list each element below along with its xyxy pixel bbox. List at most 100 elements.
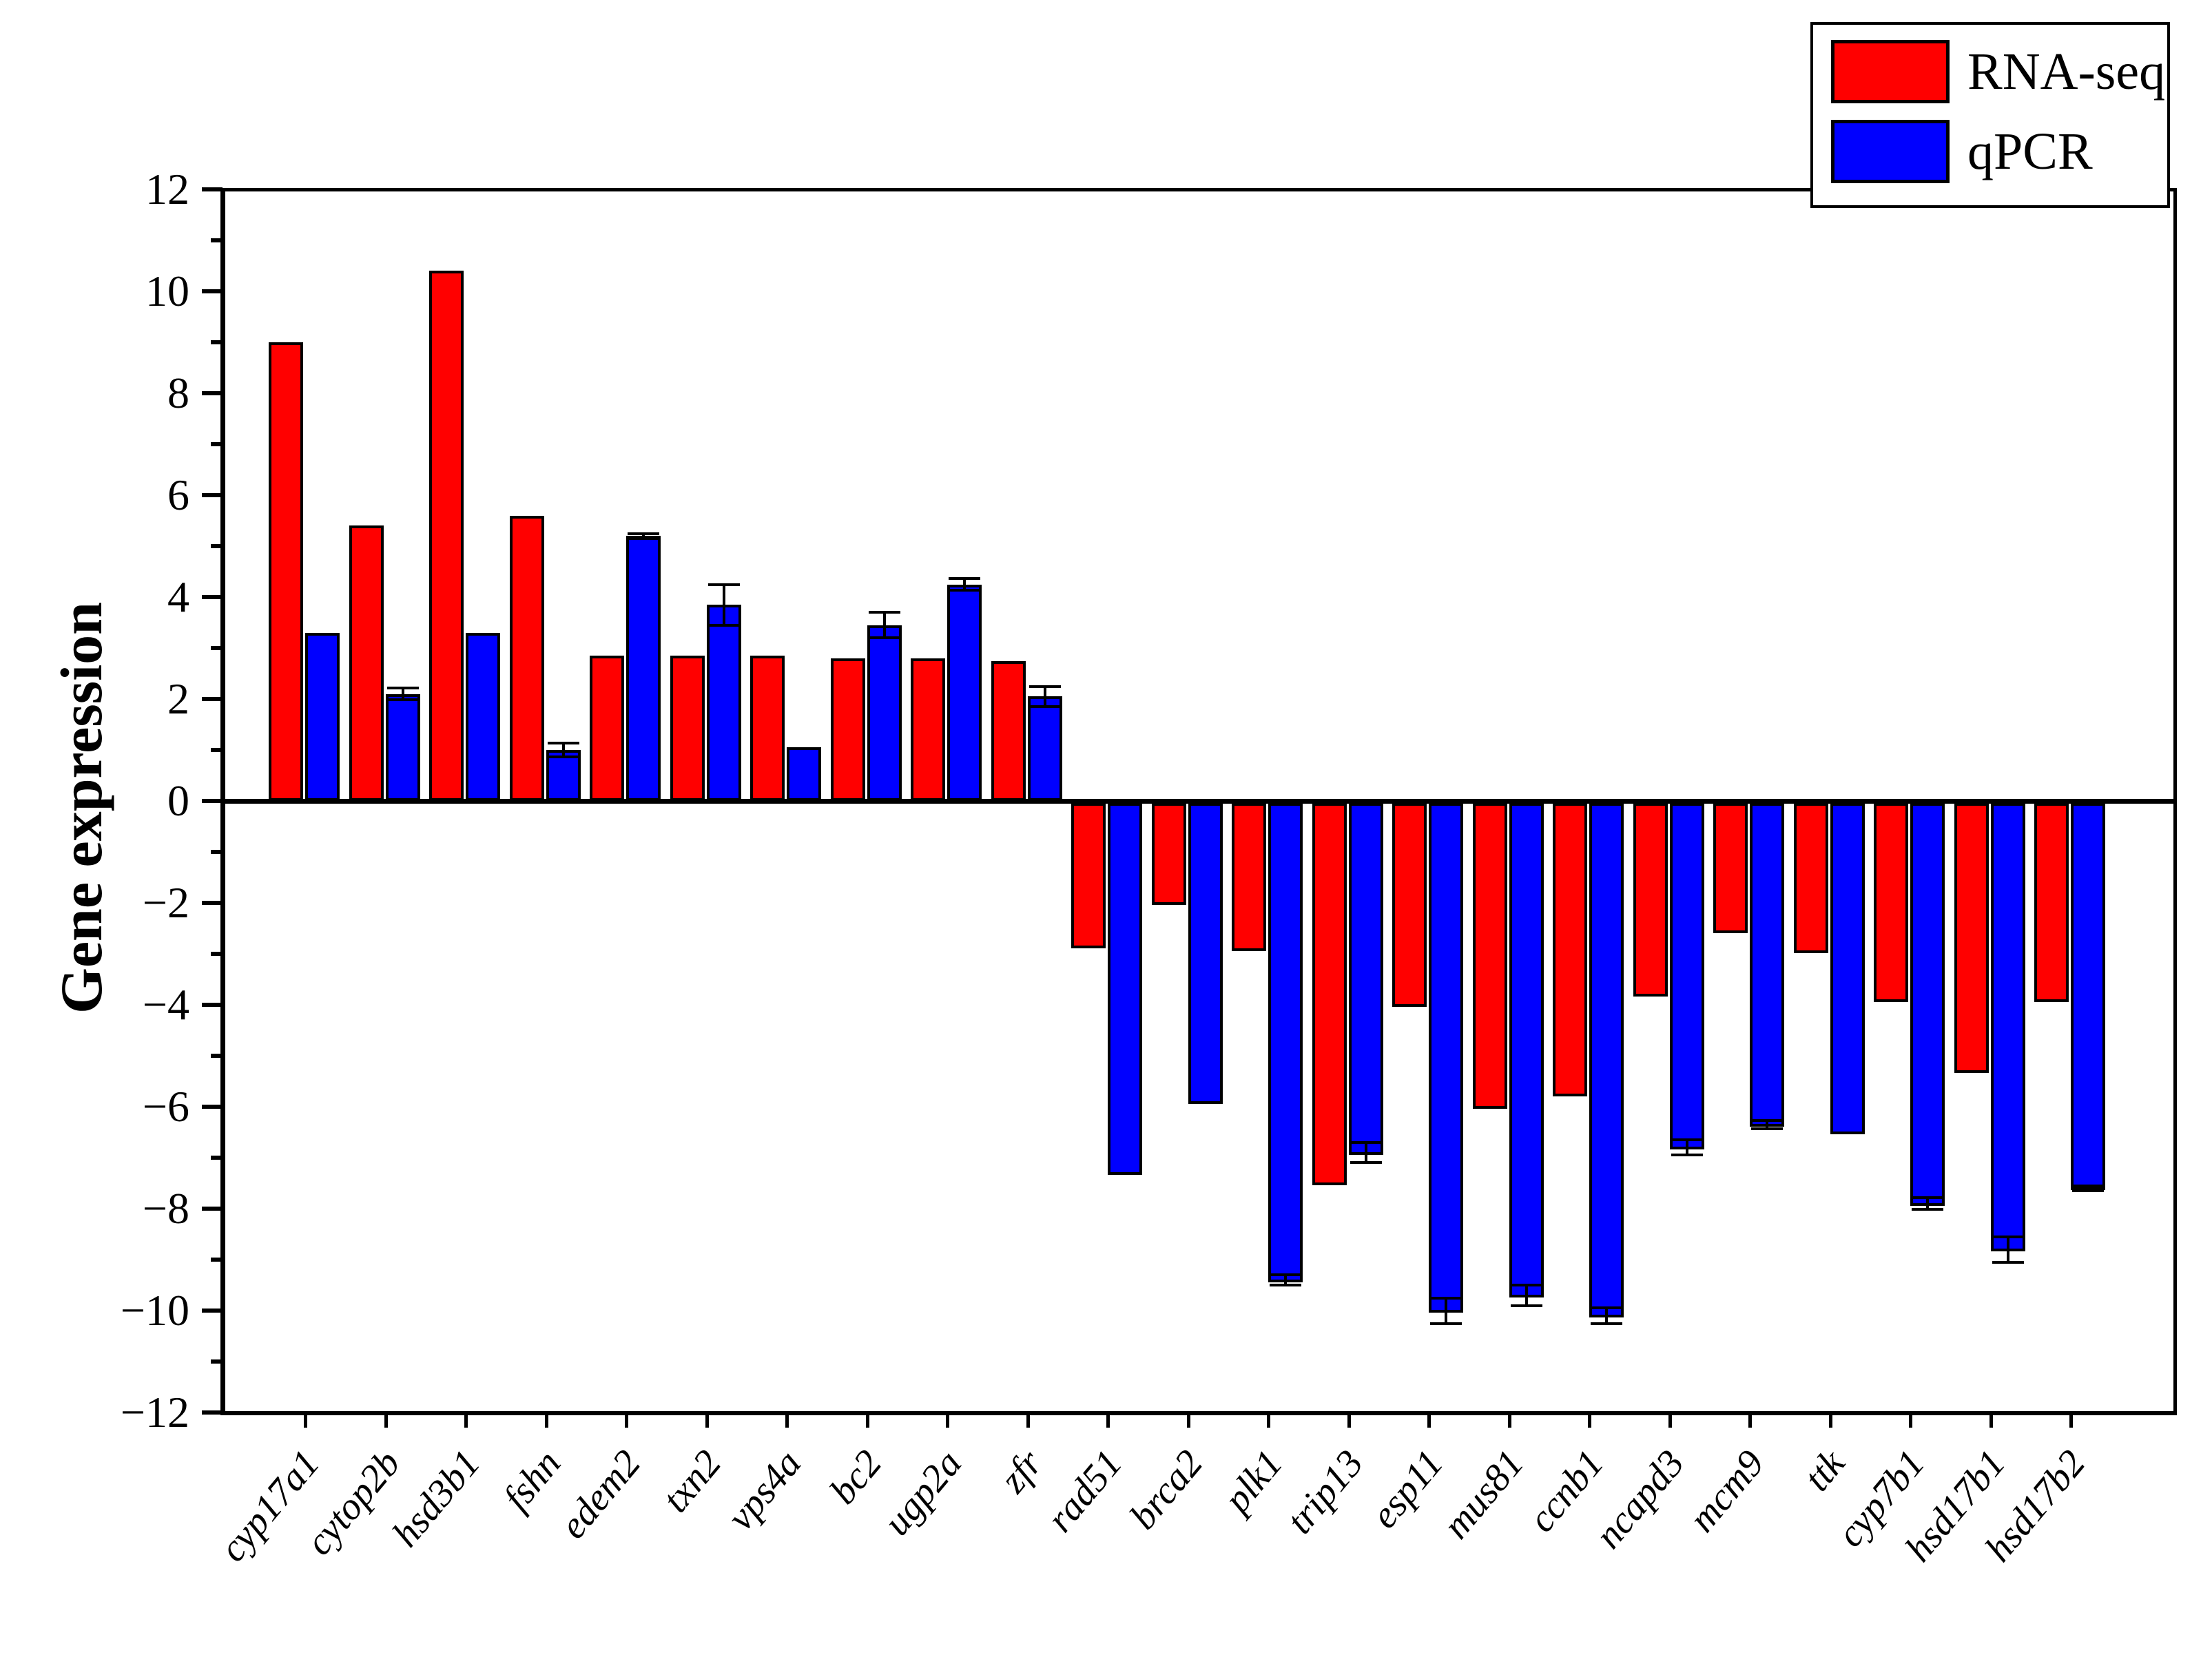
y-minor-tick xyxy=(211,1359,223,1364)
x-tick xyxy=(1909,1415,1912,1428)
error-bar-ncapd3 xyxy=(1685,1140,1688,1156)
bar-qpcr-mus81 xyxy=(1509,803,1544,1297)
x-tick xyxy=(705,1415,709,1428)
bar-qpcr-mcm9 xyxy=(1750,803,1784,1127)
bar-qpcr-cyp7b1 xyxy=(1910,803,1945,1206)
error-cap-top xyxy=(707,583,740,586)
error-bar-zfr xyxy=(1043,686,1046,707)
y-minor-tick xyxy=(211,748,223,752)
bar-qpcr-cytop2b xyxy=(385,694,420,801)
top-frame-line xyxy=(220,188,2177,191)
error-cap-bottom xyxy=(1350,1161,1382,1165)
x-tick xyxy=(785,1415,789,1428)
bar-rnaseq-trip13 xyxy=(1312,803,1347,1185)
error-bar-txn2 xyxy=(722,584,725,625)
bar-rnaseq-cyp7b1 xyxy=(1874,803,1908,1002)
x-tick xyxy=(1186,1415,1190,1428)
x-tick xyxy=(384,1415,388,1428)
error-bar-cyp7b1 xyxy=(1926,1197,1929,1210)
bar-qpcr-ccnb1 xyxy=(1589,803,1624,1318)
legend-swatch-qpcr-icon xyxy=(1831,120,1950,183)
legend-item-rnaseq: RNA-seq xyxy=(1831,39,2167,105)
y-major-tick xyxy=(202,1003,223,1007)
y-minor-tick xyxy=(211,1054,223,1058)
bar-rnaseq-mus81 xyxy=(1472,803,1507,1109)
error-bar-plk1 xyxy=(1284,1275,1287,1285)
y-tick-label: −12 xyxy=(120,1388,189,1437)
bar-qpcr-rad51 xyxy=(1108,803,1142,1176)
bar-qpcr-hsd17b1 xyxy=(1990,803,2025,1252)
error-cap-top xyxy=(1591,1306,1622,1310)
bar-qpcr-bc2 xyxy=(867,625,902,801)
bar-qpcr-plk1 xyxy=(1268,803,1303,1282)
bar-qpcr-brca2 xyxy=(1188,803,1223,1104)
x-tick xyxy=(2069,1415,2073,1428)
bar-rnaseq-fshn xyxy=(509,515,544,801)
error-cap-top xyxy=(2072,1184,2104,1187)
error-bar-mus81 xyxy=(1524,1285,1528,1306)
legend-item-qpcr: qPCR xyxy=(1831,118,2167,185)
bar-rnaseq-ccnb1 xyxy=(1553,803,1587,1096)
error-cap-top xyxy=(949,576,980,580)
y-tick-label: −2 xyxy=(142,878,189,927)
legend: RNA-seq qPCR xyxy=(1810,22,2170,208)
error-cap-top xyxy=(547,742,579,745)
x-tick xyxy=(625,1415,628,1428)
error-bar-hsd17b2 xyxy=(2087,1185,2089,1191)
y-major-tick xyxy=(202,1309,223,1313)
x-tick xyxy=(1427,1415,1431,1428)
error-bar-trip13 xyxy=(1364,1142,1367,1163)
bar-rnaseq-esp11 xyxy=(1392,803,1427,1007)
bar-qpcr-ncapd3 xyxy=(1669,803,1704,1150)
bar-rnaseq-zfr xyxy=(991,660,1026,801)
bar-qpcr-vps4a xyxy=(787,747,821,801)
error-cap-top xyxy=(628,532,659,535)
x-tick xyxy=(1026,1415,1030,1428)
error-bar-ccnb1 xyxy=(1605,1308,1608,1324)
bar-qpcr-hsd3b1 xyxy=(466,632,500,801)
error-cap-top xyxy=(1029,685,1061,688)
bar-rnaseq-mcm9 xyxy=(1713,803,1748,933)
error-cap-top xyxy=(868,611,900,614)
x-tick xyxy=(1267,1415,1270,1428)
bar-rnaseq-brca2 xyxy=(1151,803,1186,905)
y-minor-tick xyxy=(211,850,223,854)
bar-rnaseq-bc2 xyxy=(830,658,865,801)
error-cap-top xyxy=(1751,1118,1783,1122)
error-cap-bottom xyxy=(949,589,980,592)
error-bar-bc2 xyxy=(882,612,886,638)
error-cap-bottom xyxy=(1751,1127,1783,1130)
y-major-tick xyxy=(202,697,223,701)
y-minor-tick xyxy=(211,238,223,242)
bar-qpcr-zfr xyxy=(1027,696,1062,801)
y-major-tick xyxy=(202,391,223,395)
error-cap-bottom xyxy=(386,698,419,702)
error-cap-bottom xyxy=(1912,1208,1943,1211)
y-tick-label: 6 xyxy=(167,470,189,519)
y-major-tick xyxy=(202,901,223,905)
bar-rnaseq-rad51 xyxy=(1071,803,1106,948)
error-cap-bottom xyxy=(707,623,740,627)
x-tick xyxy=(1588,1415,1591,1428)
bar-rnaseq-ttk xyxy=(1793,803,1828,954)
y-minor-tick xyxy=(211,544,223,548)
error-cap-bottom xyxy=(2072,1189,2104,1193)
bar-rnaseq-hsd17b2 xyxy=(2034,803,2069,1002)
y-minor-tick xyxy=(211,952,223,956)
y-minor-tick xyxy=(211,340,223,344)
y-tick-label: −4 xyxy=(142,980,189,1029)
y-tick-label: 12 xyxy=(145,165,189,213)
y-tick-label: −8 xyxy=(142,1184,189,1233)
bar-qpcr-ttk xyxy=(1830,803,1865,1134)
bar-qpcr-txn2 xyxy=(706,605,741,801)
legend-swatch-rnaseq-icon xyxy=(1831,40,1950,103)
error-bar-ugp2a xyxy=(963,578,966,591)
y-major-tick xyxy=(202,799,223,803)
bar-qpcr-ugp2a xyxy=(947,584,982,801)
y-major-tick xyxy=(202,1410,223,1415)
y-minor-tick xyxy=(211,646,223,650)
bar-rnaseq-hsd3b1 xyxy=(429,271,464,801)
x-tick xyxy=(464,1415,468,1428)
zero-baseline xyxy=(220,799,2177,804)
error-cap-top xyxy=(1912,1196,1943,1199)
